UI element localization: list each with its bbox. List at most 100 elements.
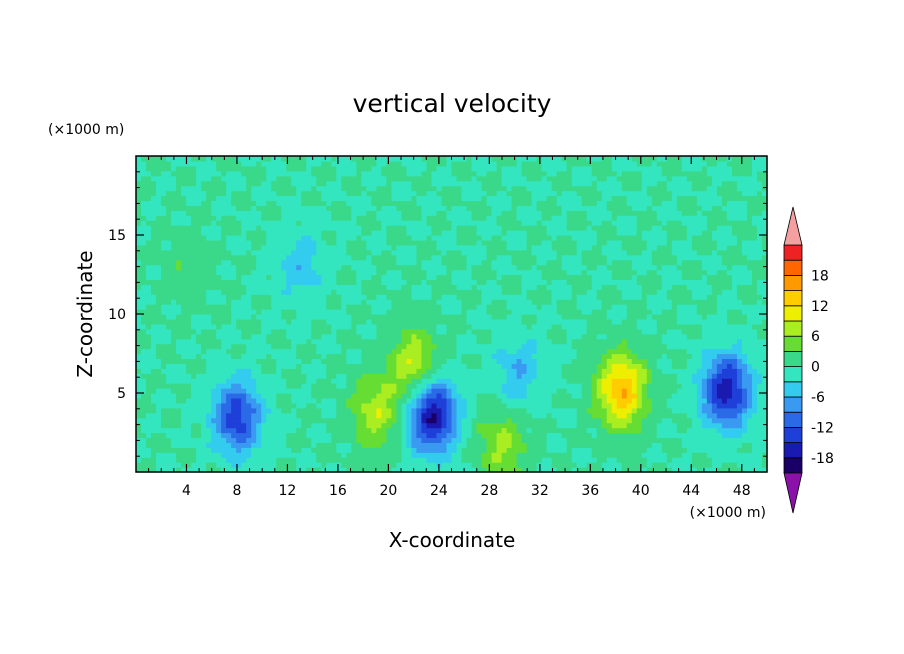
field-cell xyxy=(191,343,197,350)
field-cell xyxy=(366,185,372,192)
field-cell xyxy=(271,165,277,172)
field-cell xyxy=(251,442,257,448)
field-cell xyxy=(461,333,468,340)
field-cell xyxy=(406,388,413,394)
field-cell xyxy=(141,215,147,221)
field-cell xyxy=(256,368,262,374)
field-cell xyxy=(176,165,182,172)
field-cell xyxy=(331,249,337,256)
field-cell xyxy=(376,467,382,473)
field-cell xyxy=(386,338,393,345)
field-cell xyxy=(206,175,212,182)
field-cell xyxy=(401,160,408,167)
field-cell xyxy=(476,156,483,162)
field-cell xyxy=(346,156,352,162)
field-cell xyxy=(296,412,302,419)
field-cell xyxy=(461,353,468,360)
field-cell xyxy=(171,215,177,221)
field-cell xyxy=(251,348,257,355)
field-cell xyxy=(396,442,403,448)
field-cell xyxy=(426,343,433,350)
field-cell xyxy=(321,318,327,325)
field-cell xyxy=(171,383,177,389)
field-cell xyxy=(441,447,448,453)
field-cell xyxy=(281,373,287,379)
field-cell xyxy=(491,195,498,202)
field-cell xyxy=(416,467,423,473)
field-cell xyxy=(371,348,377,355)
field-cell xyxy=(166,160,172,167)
field-cell xyxy=(371,195,377,202)
field-cell xyxy=(146,417,152,424)
field-cell xyxy=(196,304,202,310)
field-cell xyxy=(391,244,398,251)
field-cell xyxy=(446,417,453,424)
field-cell xyxy=(221,180,227,187)
field-cell xyxy=(246,323,252,330)
field-cell xyxy=(446,447,453,453)
field-cell xyxy=(431,422,438,429)
field-cell xyxy=(261,452,267,458)
field-cell xyxy=(291,467,297,473)
field-cell xyxy=(351,284,357,290)
field-cell xyxy=(306,220,312,226)
field-cell xyxy=(401,314,408,320)
field-cell xyxy=(471,249,478,256)
field-cell xyxy=(416,348,423,355)
field-cell xyxy=(356,279,362,285)
field-cell xyxy=(411,195,418,202)
field-cell xyxy=(176,215,182,221)
field-cell xyxy=(456,368,463,374)
field-cell xyxy=(461,185,468,192)
field-cell xyxy=(461,284,468,290)
field-cell xyxy=(431,200,438,206)
field-cell xyxy=(356,442,362,448)
field-cell xyxy=(251,417,257,424)
field-cell xyxy=(246,160,252,167)
field-cell xyxy=(481,338,488,345)
field-cell xyxy=(286,318,292,325)
field-cell xyxy=(176,254,182,261)
field-cell xyxy=(136,205,142,211)
field-cell xyxy=(501,156,508,162)
field-cell xyxy=(521,249,528,256)
field-cell xyxy=(416,407,423,414)
field-cell xyxy=(516,358,523,364)
field-cell xyxy=(431,437,438,443)
field-cell xyxy=(356,264,362,271)
field-cell xyxy=(396,210,403,216)
field-cell xyxy=(411,452,418,458)
field-cell xyxy=(481,407,488,414)
field-cell xyxy=(171,210,177,216)
field-cell xyxy=(441,205,448,211)
field-cell xyxy=(476,457,483,463)
field-cell xyxy=(361,205,367,211)
field-cell xyxy=(296,190,302,197)
field-cell xyxy=(196,412,202,419)
field-cell xyxy=(386,318,393,325)
field-cell xyxy=(271,299,277,305)
field-cell xyxy=(386,156,393,162)
field-cell xyxy=(381,323,387,330)
field-cell xyxy=(336,205,342,211)
field-cell xyxy=(266,205,272,211)
field-cell xyxy=(491,432,498,439)
field-cell xyxy=(421,393,428,399)
field-cell xyxy=(391,407,398,414)
field-cell xyxy=(206,259,212,266)
field-cell xyxy=(466,215,473,221)
field-cell xyxy=(516,437,523,443)
field-cell xyxy=(256,259,262,266)
field-cell xyxy=(171,254,177,261)
field-cell xyxy=(456,284,463,290)
field-cell xyxy=(416,452,423,458)
field-cell xyxy=(336,165,342,172)
field-cell xyxy=(316,323,322,330)
field-cell xyxy=(411,220,418,226)
field-cell xyxy=(226,274,232,281)
field-cell xyxy=(521,442,528,448)
field-cell xyxy=(366,294,372,300)
field-cell xyxy=(511,230,518,236)
field-cell xyxy=(431,254,438,261)
field-cell xyxy=(331,383,337,389)
